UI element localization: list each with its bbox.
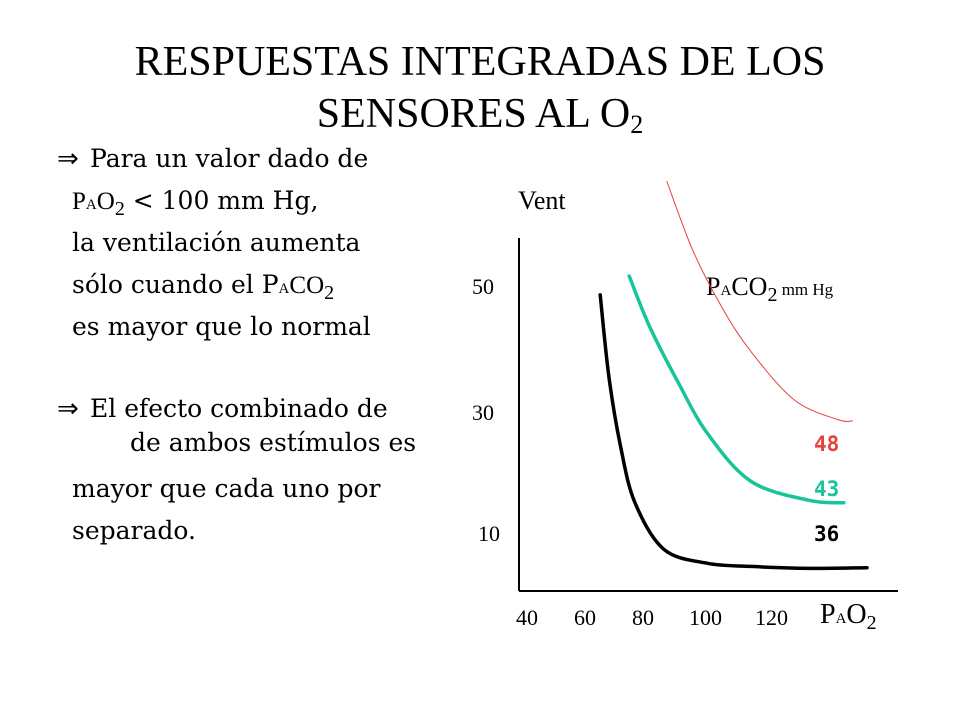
y-tick-label: 30 [472,400,494,425]
pao2-condition: < 100 mm Hg, [124,186,319,215]
x-axis-label: PAO2 [820,600,877,634]
paco2-a: A [278,281,290,297]
pao2-a: A [85,197,97,213]
x-label-a: A [835,611,847,627]
series-line-43 [627,274,846,505]
pao2-sub: 2 [114,198,125,220]
x-label-sub: 2 [866,612,877,634]
y-axis-label: Vent [518,186,566,215]
y-tick-label: 50 [472,274,494,299]
series-label-36: 36 [814,522,840,546]
legend-p: P [706,272,721,301]
bullet-1-line-1: Para un valor dado de [90,144,369,173]
pao2-o: O [96,188,115,215]
title-subscript: 2 [630,110,644,139]
bullet-2-line-3: mayor que cada uno por [72,474,381,503]
bullet-2-line-2: de ambos estímulos es [130,428,417,457]
bullet-1-line-3: la ventilación aumenta [72,228,361,257]
paco2-sub: 2 [324,282,335,304]
legend-co: CO [731,272,768,301]
y-tick-label: 10 [478,521,500,546]
series-line-48 [666,181,853,423]
legend-unit: mm Hg [777,280,834,299]
x-tick-label: 60 [574,605,596,630]
series-label-43: 43 [814,477,840,501]
paco2-co: CO [289,272,325,299]
series-line-36 [598,293,869,571]
title-line-1: RESPUESTAS INTEGRADAS DE LOS [134,39,826,85]
legend-title: PACO2 mm Hg [706,272,833,306]
x-tick-label: 80 [632,605,654,630]
title-line-2: SENSORES AL O [316,91,631,137]
legend-sub: 2 [767,284,778,306]
implies-arrow-icon: ⇒ [57,394,79,424]
bullet-2-line-1: El efecto combinado de [90,394,388,423]
bullet-1-line-4: sólo cuando el PACO2 [72,270,334,304]
slide-title: RESPUESTAS INTEGRADAS DE LOS SENSORES AL… [0,36,960,140]
bullet-2-line-4: separado. [72,516,196,545]
x-label-p: P [820,599,836,630]
series-label-48: 48 [814,432,840,456]
x-tick-label: 120 [755,605,788,630]
bullet-1-line-2: PAO2 < 100 mm Hg, [72,186,318,220]
x-tick-label: 100 [689,605,722,630]
legend-a: A [720,283,732,299]
x-label-o: O [846,599,867,630]
bullet-1-line-5: es mayor que lo normal [72,312,371,341]
pao2-p: P [72,188,86,215]
implies-arrow-icon: ⇒ [57,144,79,174]
paco2-lead: sólo cuando el P [72,270,279,299]
x-tick-label: 40 [516,605,538,630]
